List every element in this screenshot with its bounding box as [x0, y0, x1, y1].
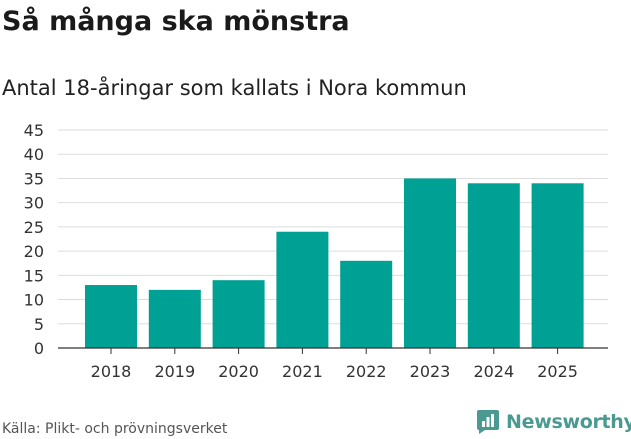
x-tick-label-2020: 2020 — [218, 362, 259, 381]
source-note: Källa: Plikt- och prövningsverket — [2, 421, 228, 437]
newsworthy-logo-icon — [477, 410, 499, 434]
bar-2021 — [276, 231, 329, 348]
y-tick-label: 30 — [24, 194, 44, 213]
x-tick-label-2023: 2023 — [410, 362, 451, 381]
x-tick-label-2019: 2019 — [154, 362, 195, 381]
y-tick-label: 40 — [24, 145, 44, 164]
x-tick-label-2018: 2018 — [91, 362, 132, 381]
x-tick-label-2021: 2021 — [282, 362, 323, 381]
y-tick-label: 45 — [24, 121, 44, 140]
y-tick-label: 25 — [24, 218, 44, 237]
x-tick-label-2022: 2022 — [346, 362, 387, 381]
y-axis-tick-labels: 0 5 10 15 20 25 30 35 40 45 — [24, 121, 44, 358]
bar-2025 — [531, 183, 584, 348]
bar-2019 — [148, 289, 201, 348]
bar-2018 — [85, 285, 137, 348]
y-tick-label: 35 — [24, 169, 44, 188]
y-tick-label: 15 — [24, 266, 44, 285]
bar-2024 — [467, 183, 520, 348]
bar-2023 — [404, 178, 456, 348]
y-tick-label: 5 — [34, 315, 44, 334]
x-tick-label-2025: 2025 — [537, 362, 578, 381]
gridlines — [58, 129, 608, 325]
chart-subtitle: Antal 18-åringar som kallats i Nora komm… — [2, 76, 467, 100]
brand-name: Newsworthy — [506, 411, 631, 433]
x-axis-tick-labels: 2018 2019 2020 2021 2022 2023 2024 2025 — [91, 348, 578, 381]
newsworthy-logo: Newsworthy — [476, 408, 631, 436]
y-tick-label: 20 — [24, 242, 44, 261]
bar-2020 — [212, 280, 265, 348]
bar-2022 — [340, 260, 393, 348]
chart-title: Så många ska mönstra — [2, 6, 350, 37]
y-tick-label: 0 — [34, 339, 44, 358]
bars — [85, 178, 584, 348]
x-tick-label-2024: 2024 — [473, 362, 514, 381]
y-tick-label: 10 — [24, 291, 44, 310]
